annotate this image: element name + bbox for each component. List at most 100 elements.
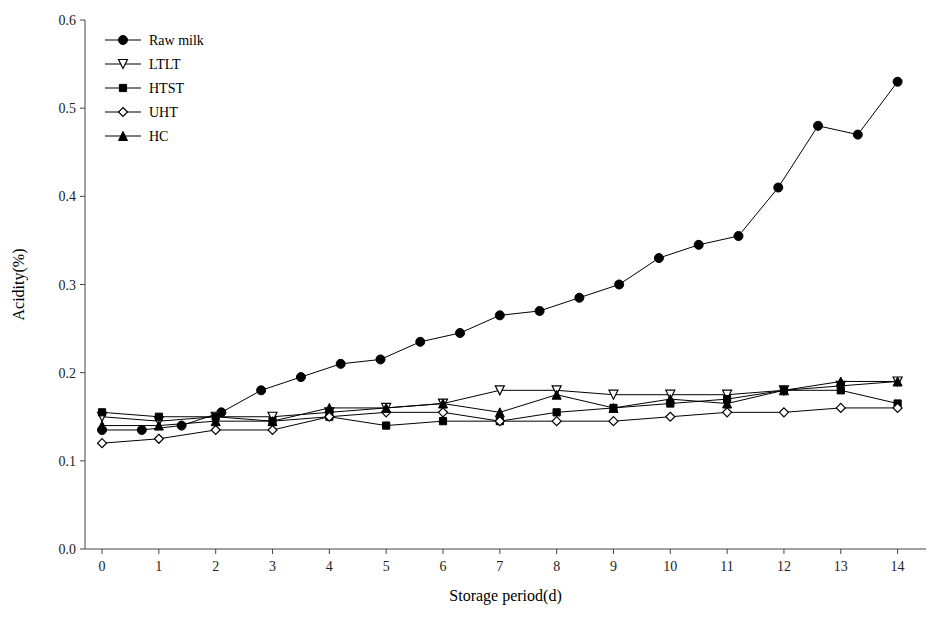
series-marker	[666, 412, 675, 421]
series-marker	[535, 306, 544, 315]
series-marker	[893, 77, 902, 86]
series-marker	[666, 395, 675, 404]
x-tick-label: 0	[99, 559, 106, 574]
series-marker	[734, 232, 743, 241]
x-tick	[329, 549, 330, 554]
series-marker	[269, 418, 276, 425]
x-tick-label: 8	[553, 559, 560, 574]
x-tick	[613, 549, 614, 554]
x-tick-label: 10	[663, 559, 677, 574]
series-marker	[496, 418, 503, 425]
series-marker	[780, 387, 787, 394]
series-marker	[694, 240, 703, 249]
series-marker	[154, 434, 163, 443]
series-marker	[296, 373, 305, 382]
series-marker	[98, 421, 107, 430]
series-line	[102, 408, 898, 443]
y-axis-label: Acidity(%)	[10, 249, 28, 321]
series-marker	[779, 386, 788, 395]
series-marker	[853, 130, 862, 139]
series-marker	[336, 359, 345, 368]
x-tick-label: 2	[212, 559, 219, 574]
series-marker	[779, 408, 788, 417]
series-marker	[154, 421, 163, 430]
y-tick-label: 0.1	[59, 454, 77, 469]
series-marker	[609, 403, 618, 412]
series-marker	[654, 254, 663, 263]
series-marker	[268, 417, 277, 426]
y-tick-label: 0.2	[59, 366, 77, 381]
series-marker	[723, 408, 732, 417]
series-marker	[609, 417, 618, 426]
series-line	[102, 381, 898, 425]
series-marker	[575, 293, 584, 302]
x-tick	[158, 549, 159, 554]
legend-label: Raw milk	[149, 33, 204, 48]
series-marker	[774, 183, 783, 192]
series-marker	[615, 280, 624, 289]
x-tick-label: 11	[720, 559, 733, 574]
legend-label: LTLT	[149, 57, 181, 72]
legend-label: HTST	[149, 81, 184, 96]
plot-area	[98, 77, 903, 447]
series-marker	[456, 328, 465, 337]
legend-marker	[119, 84, 126, 91]
y-tick	[80, 196, 85, 197]
series-marker	[495, 417, 504, 426]
series-marker	[552, 390, 561, 399]
legend: Raw milk LTLT HTST UHT HC	[105, 33, 204, 144]
x-tick-label: 12	[777, 559, 791, 574]
series-marker	[211, 425, 220, 434]
legend-label: HC	[149, 129, 168, 144]
x-tick-label: 13	[834, 559, 848, 574]
series-marker	[137, 425, 146, 434]
x-tick-label: 5	[383, 559, 390, 574]
x-tick	[840, 549, 841, 554]
y-tick-label: 0.4	[59, 189, 77, 204]
series-marker	[836, 377, 845, 386]
x-tick	[499, 549, 500, 554]
series-marker	[893, 403, 902, 412]
series-line	[102, 381, 898, 421]
x-tick	[783, 549, 784, 554]
series-marker	[438, 399, 447, 408]
x-tick	[272, 549, 273, 554]
x-tick	[442, 549, 443, 554]
legend-marker	[119, 36, 128, 45]
series-marker	[416, 337, 425, 346]
y-tick	[80, 460, 85, 461]
series-marker	[610, 404, 617, 411]
x-tick	[897, 549, 898, 554]
series-marker	[837, 387, 844, 394]
series-marker	[553, 409, 560, 416]
x-axis-label: Storage period(d)	[449, 587, 561, 605]
series-marker	[439, 418, 446, 425]
series-marker	[325, 403, 334, 412]
x-tick	[386, 549, 387, 554]
legend-label: UHT	[149, 105, 178, 120]
series-marker	[438, 408, 447, 417]
series-marker	[155, 413, 162, 420]
x-axis-line	[85, 549, 926, 550]
y-tick	[80, 20, 85, 21]
x-tick-label: 3	[269, 559, 276, 574]
series-marker	[211, 417, 220, 426]
x-tick	[670, 549, 671, 554]
x-tick-label: 4	[326, 559, 333, 574]
x-tick-label: 7	[496, 559, 503, 574]
series-marker	[723, 399, 732, 408]
series-line	[102, 82, 898, 430]
y-tick	[80, 108, 85, 109]
x-tick-label: 14	[891, 559, 905, 574]
series-marker	[98, 409, 105, 416]
series-marker	[177, 421, 186, 430]
chart: 012345678910111213140.00.10.20.30.40.50.…	[0, 0, 951, 619]
y-tick	[80, 284, 85, 285]
series-marker	[383, 422, 390, 429]
series-marker	[814, 121, 823, 130]
y-tick-label: 0.6	[59, 13, 77, 28]
y-tick-label: 0.3	[59, 278, 77, 293]
legend-marker	[119, 60, 128, 69]
x-tick	[215, 549, 216, 554]
series-marker	[609, 390, 618, 399]
